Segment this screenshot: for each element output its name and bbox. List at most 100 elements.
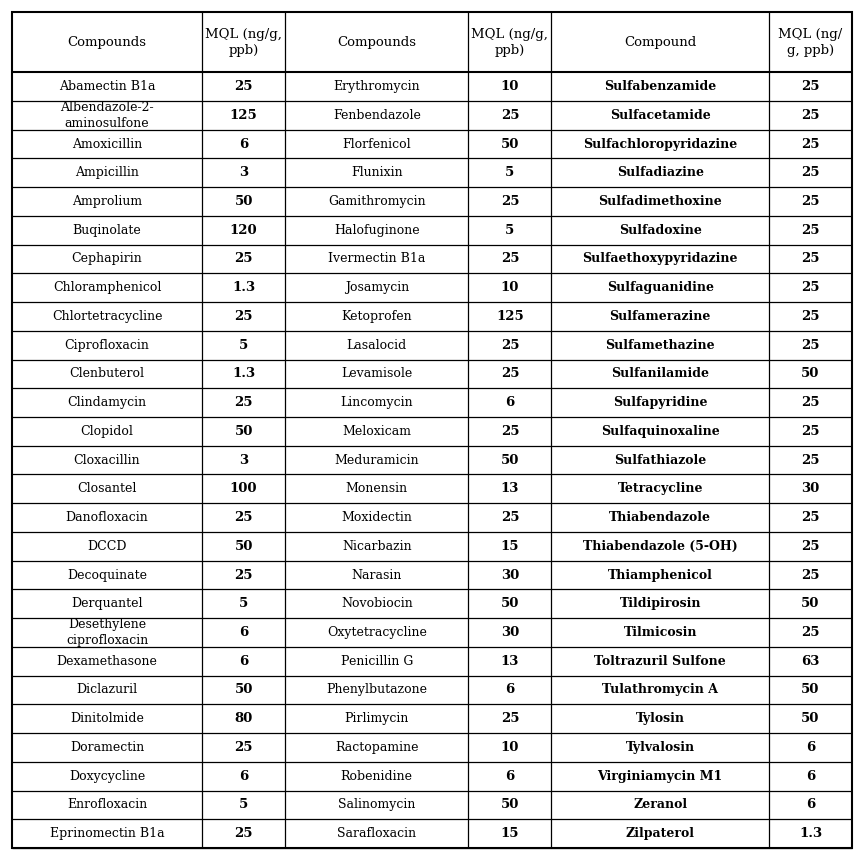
Text: 6: 6 bbox=[806, 798, 815, 811]
Text: Robenidine: Robenidine bbox=[340, 770, 413, 783]
Text: Halofuginone: Halofuginone bbox=[334, 224, 420, 236]
Text: 5: 5 bbox=[505, 166, 515, 179]
Text: Meduramicin: Meduramicin bbox=[334, 453, 419, 467]
Text: 15: 15 bbox=[500, 540, 519, 553]
Text: 125: 125 bbox=[230, 109, 257, 122]
Text: Chlortetracycline: Chlortetracycline bbox=[52, 310, 162, 322]
Text: 25: 25 bbox=[801, 396, 820, 409]
Text: Fenbendazole: Fenbendazole bbox=[333, 109, 421, 122]
Text: Sulfaguanidine: Sulfaguanidine bbox=[607, 281, 714, 294]
Text: Amprolium: Amprolium bbox=[72, 195, 142, 208]
Text: 15: 15 bbox=[500, 827, 519, 840]
Text: 13: 13 bbox=[501, 482, 519, 495]
Text: Tildipirosin: Tildipirosin bbox=[619, 597, 701, 611]
Text: 50: 50 bbox=[234, 195, 253, 208]
Text: Compound: Compound bbox=[624, 35, 696, 49]
Text: Sulfachloropyridazine: Sulfachloropyridazine bbox=[583, 138, 737, 150]
Text: 50: 50 bbox=[501, 798, 519, 811]
Text: 50: 50 bbox=[801, 597, 820, 611]
Text: 25: 25 bbox=[500, 195, 519, 208]
Text: Nicarbazin: Nicarbazin bbox=[342, 540, 411, 553]
Text: Lasalocid: Lasalocid bbox=[346, 339, 407, 352]
Text: Phenylbutazone: Phenylbutazone bbox=[327, 684, 428, 697]
Text: Diclazuril: Diclazuril bbox=[77, 684, 137, 697]
Text: Penicillin G: Penicillin G bbox=[340, 654, 413, 667]
Text: Levamisole: Levamisole bbox=[341, 367, 412, 380]
Text: 6: 6 bbox=[806, 770, 815, 783]
Text: 125: 125 bbox=[496, 310, 524, 322]
Text: Cephapirin: Cephapirin bbox=[72, 253, 143, 266]
Text: Sulfadiazine: Sulfadiazine bbox=[617, 166, 703, 179]
Text: 25: 25 bbox=[500, 425, 519, 438]
Text: 25: 25 bbox=[234, 310, 253, 322]
Text: 50: 50 bbox=[501, 597, 519, 611]
Text: 3: 3 bbox=[239, 453, 248, 467]
Text: Closantel: Closantel bbox=[78, 482, 137, 495]
Text: Salinomycin: Salinomycin bbox=[338, 798, 416, 811]
Text: Sulfadimethoxine: Sulfadimethoxine bbox=[599, 195, 722, 208]
Text: 5: 5 bbox=[505, 224, 515, 236]
Text: Meloxicam: Meloxicam bbox=[342, 425, 411, 438]
Text: Tylosin: Tylosin bbox=[636, 712, 684, 725]
Text: 100: 100 bbox=[230, 482, 257, 495]
Text: 6: 6 bbox=[239, 654, 248, 667]
Text: Enrofloxacin: Enrofloxacin bbox=[67, 798, 147, 811]
Text: Oxytetracycline: Oxytetracycline bbox=[327, 626, 427, 639]
Text: 3: 3 bbox=[239, 166, 248, 179]
Text: Doxycycline: Doxycycline bbox=[69, 770, 145, 783]
Text: 120: 120 bbox=[230, 224, 257, 236]
Text: 25: 25 bbox=[801, 568, 820, 581]
Text: Sulfamerazine: Sulfamerazine bbox=[609, 310, 711, 322]
Text: 25: 25 bbox=[801, 253, 820, 266]
Text: Erythromycin: Erythromycin bbox=[334, 80, 420, 93]
Text: Zilpaterol: Zilpaterol bbox=[626, 827, 695, 840]
Text: 50: 50 bbox=[234, 540, 253, 553]
Text: Gamithromycin: Gamithromycin bbox=[328, 195, 426, 208]
Text: Sulfaethoxypyridazine: Sulfaethoxypyridazine bbox=[582, 253, 738, 266]
Text: Tilmicosin: Tilmicosin bbox=[624, 626, 697, 639]
Text: Thiabendazole (5-OH): Thiabendazole (5-OH) bbox=[583, 540, 738, 553]
Text: 25: 25 bbox=[801, 195, 820, 208]
Text: Sulfapyridine: Sulfapyridine bbox=[613, 396, 708, 409]
Text: 6: 6 bbox=[505, 770, 515, 783]
Text: Ractopamine: Ractopamine bbox=[335, 741, 418, 754]
Text: 80: 80 bbox=[234, 712, 253, 725]
Text: Thiamphenicol: Thiamphenicol bbox=[607, 568, 713, 581]
Text: Compounds: Compounds bbox=[337, 35, 416, 49]
Text: 25: 25 bbox=[801, 339, 820, 352]
Text: Toltrazuril Sulfone: Toltrazuril Sulfone bbox=[594, 654, 726, 667]
Text: 25: 25 bbox=[801, 453, 820, 467]
Text: 25: 25 bbox=[500, 109, 519, 122]
Text: Clindamycin: Clindamycin bbox=[67, 396, 147, 409]
Text: MQL (ng/
g, ppb): MQL (ng/ g, ppb) bbox=[778, 28, 842, 57]
Text: 25: 25 bbox=[500, 712, 519, 725]
Text: 50: 50 bbox=[501, 453, 519, 467]
Text: 30: 30 bbox=[501, 568, 519, 581]
Text: Pirlimycin: Pirlimycin bbox=[345, 712, 409, 725]
Text: 25: 25 bbox=[234, 827, 253, 840]
Text: Tetracycline: Tetracycline bbox=[618, 482, 703, 495]
Text: 25: 25 bbox=[500, 253, 519, 266]
Text: 6: 6 bbox=[239, 138, 248, 150]
Text: 30: 30 bbox=[501, 626, 519, 639]
Text: Sulfadoxine: Sulfadoxine bbox=[619, 224, 702, 236]
Text: Decoquinate: Decoquinate bbox=[67, 568, 147, 581]
Text: 25: 25 bbox=[234, 396, 253, 409]
Text: 25: 25 bbox=[801, 626, 820, 639]
Text: Dinitolmide: Dinitolmide bbox=[70, 712, 144, 725]
Text: 10: 10 bbox=[501, 80, 519, 93]
Text: 6: 6 bbox=[505, 396, 515, 409]
Text: 50: 50 bbox=[234, 684, 253, 697]
Text: Amoxicillin: Amoxicillin bbox=[72, 138, 143, 150]
Text: 25: 25 bbox=[500, 367, 519, 380]
Text: 25: 25 bbox=[234, 80, 253, 93]
Text: Tulathromycin A: Tulathromycin A bbox=[602, 684, 718, 697]
Text: 25: 25 bbox=[801, 281, 820, 294]
Text: Eprinomectin B1a: Eprinomectin B1a bbox=[50, 827, 164, 840]
Text: Clenbuterol: Clenbuterol bbox=[69, 367, 144, 380]
Text: 10: 10 bbox=[501, 741, 519, 754]
Text: Clopidol: Clopidol bbox=[80, 425, 133, 438]
Text: 25: 25 bbox=[234, 253, 253, 266]
Text: Virginiamycin M1: Virginiamycin M1 bbox=[598, 770, 723, 783]
Text: Monensin: Monensin bbox=[346, 482, 408, 495]
